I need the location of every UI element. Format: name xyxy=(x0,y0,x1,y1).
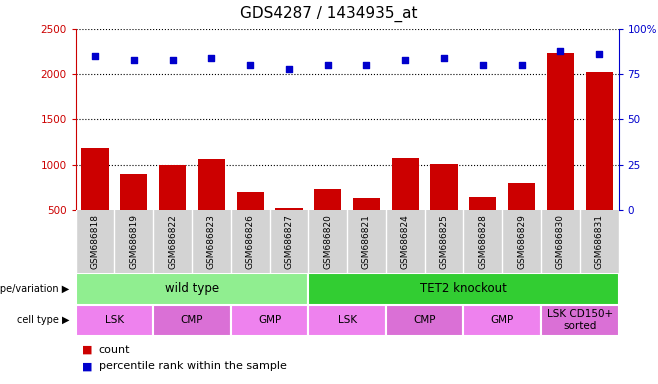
Bar xyxy=(353,199,380,255)
Text: CMP: CMP xyxy=(413,315,436,325)
Bar xyxy=(120,174,147,255)
Point xyxy=(245,62,255,68)
Bar xyxy=(159,164,186,255)
Point xyxy=(89,53,100,59)
Bar xyxy=(275,208,303,255)
Point xyxy=(439,55,449,61)
Bar xyxy=(76,273,309,305)
Bar xyxy=(76,305,153,336)
Bar xyxy=(463,305,541,336)
Point xyxy=(167,57,178,63)
Text: GMP: GMP xyxy=(258,315,281,325)
Bar xyxy=(237,192,264,255)
Text: GSM686828: GSM686828 xyxy=(478,214,488,269)
Text: genotype/variation ▶: genotype/variation ▶ xyxy=(0,284,69,294)
Point xyxy=(400,57,411,63)
Text: GSM686830: GSM686830 xyxy=(556,214,565,269)
Text: cell type ▶: cell type ▶ xyxy=(16,315,69,325)
Bar xyxy=(386,305,463,336)
Text: percentile rank within the sample: percentile rank within the sample xyxy=(99,361,287,371)
Bar xyxy=(547,53,574,255)
Text: ■: ■ xyxy=(82,361,96,371)
Text: GMP: GMP xyxy=(491,315,514,325)
Point xyxy=(361,62,372,68)
Bar xyxy=(231,305,309,336)
Point xyxy=(478,62,488,68)
Bar xyxy=(82,148,109,255)
Text: GSM686820: GSM686820 xyxy=(323,214,332,269)
Text: LSK: LSK xyxy=(105,315,124,325)
Text: GSM686829: GSM686829 xyxy=(517,214,526,269)
Text: GSM686819: GSM686819 xyxy=(130,214,138,269)
Bar xyxy=(314,189,342,255)
Text: GSM686831: GSM686831 xyxy=(595,214,603,269)
Bar xyxy=(309,273,619,305)
Bar xyxy=(198,159,225,255)
Text: GSM686822: GSM686822 xyxy=(168,214,177,269)
Text: GSM686818: GSM686818 xyxy=(91,214,99,269)
Point xyxy=(206,55,216,61)
Text: LSK CD150+
sorted: LSK CD150+ sorted xyxy=(547,310,613,331)
Text: GSM686824: GSM686824 xyxy=(401,214,410,269)
Text: GSM686825: GSM686825 xyxy=(440,214,449,269)
Text: CMP: CMP xyxy=(181,315,203,325)
Text: GSM686821: GSM686821 xyxy=(362,214,371,269)
Point xyxy=(322,62,333,68)
Bar xyxy=(392,158,419,255)
Point xyxy=(517,62,527,68)
Bar xyxy=(541,305,619,336)
Text: GSM686827: GSM686827 xyxy=(284,214,293,269)
Point xyxy=(128,57,139,63)
Bar xyxy=(309,305,386,336)
Text: TET2 knockout: TET2 knockout xyxy=(420,282,507,295)
Bar xyxy=(508,184,535,255)
Text: GSM686826: GSM686826 xyxy=(245,214,255,269)
Text: count: count xyxy=(99,345,130,355)
Bar xyxy=(153,305,231,336)
Bar xyxy=(469,197,496,255)
Bar xyxy=(430,164,457,255)
Text: LSK: LSK xyxy=(338,315,357,325)
Text: wild type: wild type xyxy=(165,282,219,295)
Text: GSM686823: GSM686823 xyxy=(207,214,216,269)
Text: ■: ■ xyxy=(82,345,96,355)
Point xyxy=(594,51,605,58)
Point xyxy=(284,66,294,72)
Bar xyxy=(586,73,613,255)
Point xyxy=(555,48,566,54)
Text: GDS4287 / 1434935_at: GDS4287 / 1434935_at xyxy=(240,5,418,22)
